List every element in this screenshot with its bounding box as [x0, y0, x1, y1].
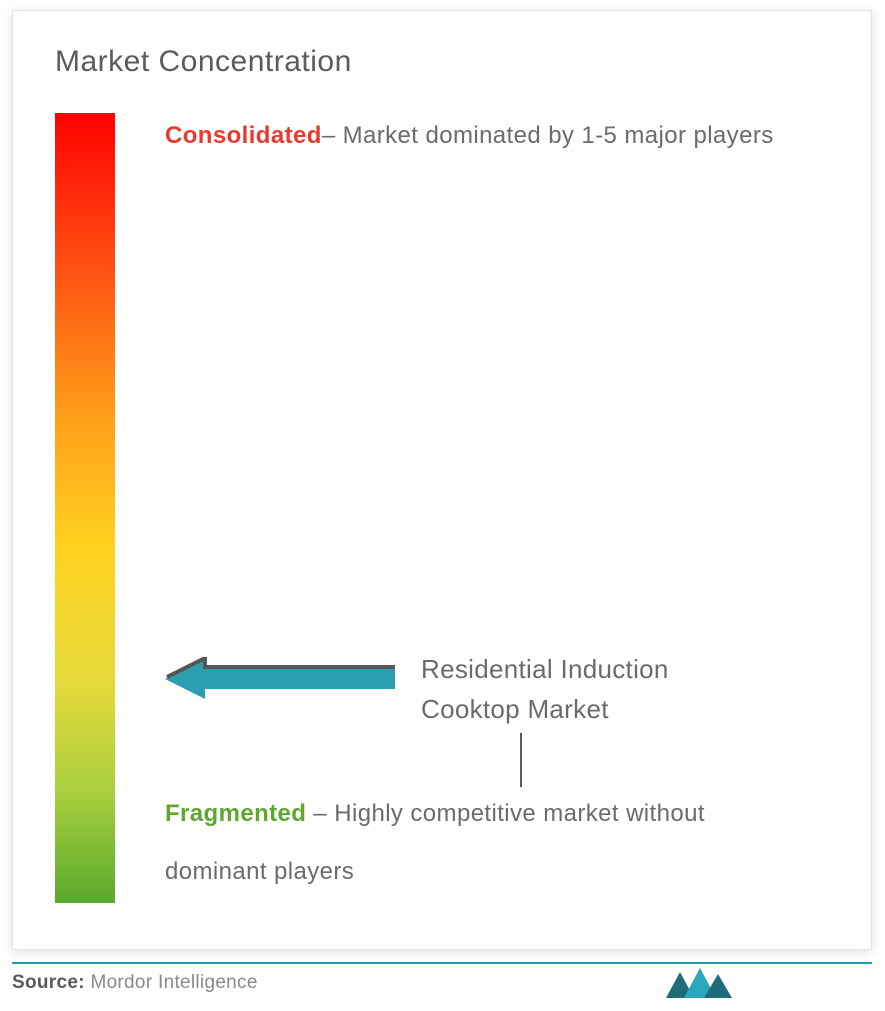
marker-connector-line: [520, 733, 522, 787]
marker-arrow-icon: [165, 657, 395, 701]
infographic-card: Market Concentration Consolidated– Marke…: [12, 10, 872, 950]
consolidated-desc: – Market dominated by 1-5 major players: [322, 122, 774, 149]
footer: Source: Mordor Intelligence: [12, 962, 872, 1002]
card-title: Market Concentration: [55, 45, 829, 79]
consolidated-text: Consolidated– Market dominated by 1-5 ma…: [165, 107, 809, 165]
concentration-gradient-bar: [55, 113, 115, 903]
fragmented-keyword: Fragmented: [165, 800, 306, 827]
marker-label-line2: Cooktop Market: [421, 694, 609, 724]
source-label: Source:: [12, 972, 85, 993]
fragmented-text: Fragmented – Highly competitive market w…: [165, 785, 809, 900]
mordor-logo-icon: [666, 968, 732, 998]
content-area: Consolidated– Market dominated by 1-5 ma…: [55, 113, 829, 903]
consolidated-keyword: Consolidated: [165, 122, 322, 149]
marker-label-line1: Residential Induction: [421, 654, 669, 684]
source-value: Mordor Intelligence: [90, 972, 257, 993]
marker-label: Residential Induction Cooktop Market: [421, 649, 669, 730]
market-marker: Residential Induction Cooktop Market: [165, 651, 805, 771]
